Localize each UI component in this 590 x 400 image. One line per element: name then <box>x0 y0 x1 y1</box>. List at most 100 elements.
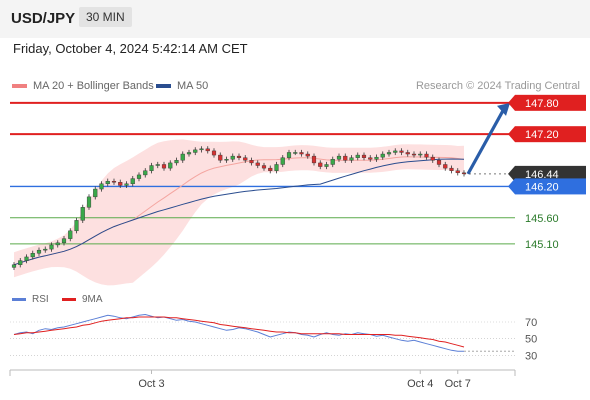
candle-body <box>318 162 323 167</box>
x-tick-label: Oct 7 <box>445 378 471 390</box>
forecast-arrow-shaft <box>466 108 506 175</box>
candle <box>224 156 229 163</box>
candle <box>211 148 217 158</box>
candle <box>18 257 23 268</box>
candle-body <box>99 183 104 190</box>
candle-body <box>355 154 360 158</box>
candle <box>349 155 354 163</box>
candle <box>411 151 417 158</box>
bollinger-band <box>14 139 464 286</box>
candle <box>205 146 210 154</box>
candle <box>49 242 54 252</box>
candle <box>374 154 379 162</box>
candle-body <box>11 264 17 268</box>
candle <box>243 155 248 163</box>
candle-body <box>380 153 385 158</box>
candle-body <box>293 152 298 154</box>
candle <box>86 194 92 210</box>
rsi-ma-legend-label: 9MA <box>82 294 103 305</box>
candle <box>299 149 304 157</box>
level-tag-pivot <box>515 178 586 195</box>
candle-body <box>243 157 248 161</box>
candle-body <box>205 148 210 152</box>
candle <box>405 149 410 157</box>
level-tag-pointer <box>508 94 515 111</box>
candle-body <box>61 238 67 244</box>
candle-body <box>161 164 167 169</box>
candle <box>105 178 110 187</box>
candle <box>218 152 223 163</box>
legend-swatch-ma50 <box>156 84 171 88</box>
chart-header: USD/JPY 30 MIN <box>0 0 590 38</box>
candle <box>393 148 398 156</box>
rsi-line <box>13 313 464 352</box>
candle <box>11 262 17 270</box>
candle <box>149 162 154 174</box>
candle-body <box>224 159 229 161</box>
candle-body <box>393 150 398 153</box>
candle-body <box>143 170 148 176</box>
x-tick-label: Oct 3 <box>138 378 164 390</box>
candle <box>143 168 148 178</box>
candle-body <box>199 148 204 151</box>
candle-body <box>130 178 135 185</box>
candle <box>311 153 317 166</box>
candle-body <box>286 152 292 158</box>
candle <box>268 165 273 174</box>
rsi-tick-label: 30 <box>525 350 537 362</box>
candle-body <box>30 253 35 258</box>
candle-body <box>18 260 23 265</box>
candle <box>386 149 392 157</box>
candle-body <box>86 196 92 208</box>
rsi-tick-label: 50 <box>525 334 537 346</box>
candle-body <box>168 162 173 169</box>
level-tag-resistance <box>515 126 586 143</box>
level-tag-pointer <box>508 165 515 182</box>
candle-body <box>430 156 435 161</box>
rsi-ma-legend-swatch <box>62 298 76 301</box>
candle <box>99 181 104 192</box>
ma50-line <box>13 158 465 266</box>
timeframe-badge[interactable]: 30 MIN <box>79 7 132 27</box>
candle-body <box>136 174 142 179</box>
candle <box>436 157 442 168</box>
candle <box>55 240 60 248</box>
candle <box>249 157 254 166</box>
candle <box>380 151 385 160</box>
candle-body <box>124 183 129 186</box>
candle-body <box>324 164 329 167</box>
candle <box>118 179 123 188</box>
level-label-support: 145.10 <box>525 239 559 251</box>
candle <box>418 151 423 158</box>
candle <box>168 160 173 171</box>
candle-body <box>330 159 335 165</box>
candle <box>24 254 29 264</box>
forecast-arrow-head <box>497 102 510 116</box>
level-label-last_price: 146.44 <box>525 169 559 181</box>
legend-label-ma20: MA 20 + Bollinger Bands <box>33 80 154 92</box>
candle <box>186 149 192 157</box>
candle-body <box>68 230 73 239</box>
candle-body <box>361 154 367 158</box>
legend-item-ma50: MA 50 <box>156 80 208 92</box>
candle-body <box>93 188 98 198</box>
candle-body <box>443 164 448 169</box>
level-tag-last_price <box>515 165 586 182</box>
candle <box>286 149 292 161</box>
candle-body <box>180 153 185 161</box>
candle <box>180 151 185 163</box>
rsi-tick-label: 70 <box>525 317 537 329</box>
candle <box>424 151 429 160</box>
candle <box>336 153 342 162</box>
candle <box>305 151 310 159</box>
candle <box>430 154 435 163</box>
candle <box>330 156 335 168</box>
candle <box>455 168 460 176</box>
candle-body <box>274 164 279 171</box>
candle-body <box>280 157 285 165</box>
candle <box>161 161 167 171</box>
candle <box>136 172 142 182</box>
candle <box>199 146 204 153</box>
candle-body <box>80 207 85 221</box>
